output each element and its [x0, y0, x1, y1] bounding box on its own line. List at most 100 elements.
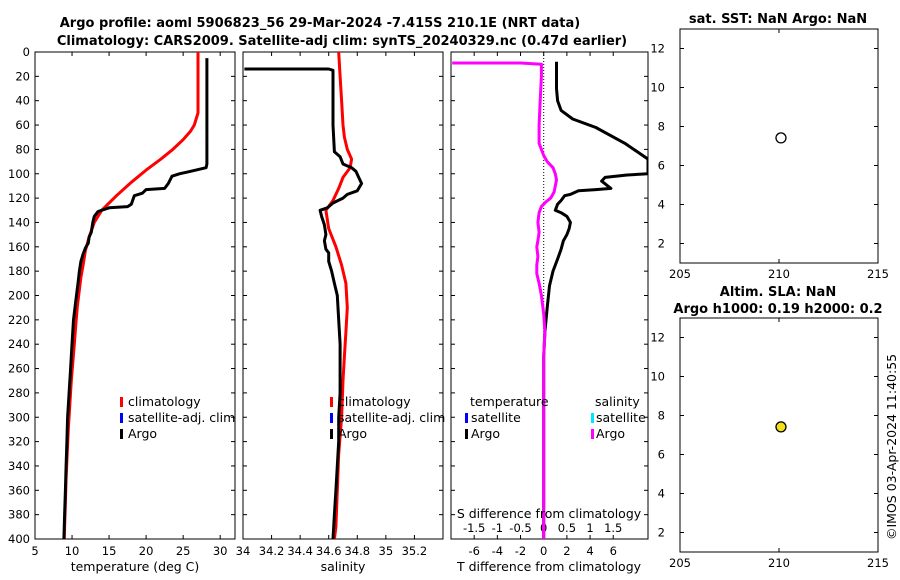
- salinity-legend: climatology satellite-adj. clim Argo: [330, 394, 445, 441]
- s-difference-xlabel: S difference from climatology: [457, 506, 642, 521]
- y-tick-label: 8: [658, 120, 665, 134]
- y-tick-label: 10: [650, 81, 665, 95]
- s-diff-tick-label: -1: [492, 521, 503, 535]
- x-tick-label: 0: [540, 544, 547, 558]
- y-tick-label: 2: [658, 526, 665, 540]
- y-tick-label: 360: [8, 483, 30, 497]
- legend-s-argo-label: Argo: [596, 426, 625, 441]
- x-tick-label: 34.4: [287, 544, 313, 558]
- x-tick-label: 6: [610, 544, 617, 558]
- x-tick-label: 215: [867, 556, 889, 570]
- x-tick-label: 5: [31, 544, 38, 558]
- legend-satellite-swatch: [120, 413, 123, 423]
- temperature-panel: 0 20 40 60 80 100 120 140 160 180 200 220 240 260 280 3…: [8, 45, 236, 574]
- figure-title-line1: Argo profile: aoml 5906823_56 29-Mar-202…: [60, 16, 580, 31]
- x-tick-label: 20: [139, 544, 154, 558]
- y-tick-label: 240: [8, 337, 30, 351]
- temperature-xlabel: temperature (deg C): [71, 559, 200, 574]
- difference-legend: temperature satellite Argo salinity sate…: [465, 394, 646, 441]
- y-tick-label: 280: [8, 386, 30, 400]
- sla-map-panel: Altim. SLA: NaN Argo h1000: 0.19 h2000: …: [650, 285, 889, 570]
- legend-argo-label: Argo: [128, 426, 157, 441]
- series-line-climatology: [62, 52, 200, 539]
- legend-climatology-swatch: [120, 397, 123, 407]
- x-tick-label: 210: [768, 556, 790, 570]
- sla-map-title: Altim. SLA: NaN: [720, 285, 836, 300]
- x-tick-label: 34.2: [259, 544, 285, 558]
- s-diff-tick-label: 1: [586, 521, 593, 535]
- y-tick-label: 60: [15, 118, 30, 132]
- argo-location-marker: [775, 421, 787, 433]
- legend-t-argo-swatch: [465, 429, 468, 439]
- salinity-panel: 34 34.2 34.4 34.6 34.8 35 35.2 salinity climat…: [236, 51, 445, 574]
- series-line-climatology: [324, 52, 354, 539]
- legend-s-argo-swatch: [591, 429, 594, 439]
- y-tick-label: 260: [8, 362, 30, 376]
- legend-temperature-title: temperature: [470, 394, 549, 409]
- y-tick-label: 120: [8, 191, 30, 205]
- y-tick-label: 12: [650, 42, 665, 56]
- y-tick-label: 8: [658, 409, 665, 423]
- x-tick-label: 34: [236, 544, 251, 558]
- figure-title-line2: Climatology: CARS2009. Satellite-adj cli…: [57, 34, 627, 49]
- temperature-legend: climatology satellite-adj. clim Argo: [120, 394, 235, 441]
- x-tick-label: 205: [669, 556, 691, 570]
- legend-t-argo-label: Argo: [471, 426, 500, 441]
- y-tick-label: 220: [8, 313, 30, 327]
- s-diff-tick-label: -0.5: [509, 521, 531, 535]
- y-tick-label: 2: [658, 237, 665, 251]
- y-tick-label: 340: [8, 459, 30, 473]
- y-tick-label: 40: [15, 94, 30, 108]
- salinity-xlabel: salinity: [321, 559, 366, 574]
- y-tick-label: 4: [658, 487, 665, 501]
- x-tick-label: 215: [867, 267, 889, 281]
- x-tick-label: -6: [468, 544, 479, 558]
- series-line-s-diff-argo: [452, 61, 558, 539]
- series-line-t-diff-argo: [542, 61, 648, 539]
- x-tick-label: 34.6: [316, 544, 342, 558]
- legend-argo-swatch: [330, 429, 333, 439]
- y-tick-label: 100: [8, 167, 30, 181]
- x-tick-label: 34.8: [344, 544, 370, 558]
- x-tick-label: 210: [768, 267, 790, 281]
- y-tick-label: 20: [15, 69, 30, 83]
- x-tick-label: 4: [586, 544, 593, 558]
- x-tick-label: 15: [102, 544, 117, 558]
- legend-argo-label: Argo: [338, 426, 367, 441]
- y-tick-label: 0: [23, 45, 30, 59]
- legend-argo-swatch: [120, 429, 123, 439]
- series-line-argo: [244, 67, 364, 539]
- difference-panel: -6 -4 -2 0 2 4 6-1.5 -1 -0.5 0 0.5 1 1.5 S differenc…: [450, 51, 649, 574]
- legend-t-satellite-label: satellite: [471, 410, 521, 425]
- y-tick-label: 160: [8, 240, 30, 254]
- y-tick-label: 380: [8, 508, 30, 522]
- x-tick-label: 205: [669, 267, 691, 281]
- sst-map-panel: sat. SST: NaN Argo: NaN 2 4 6 8 10 12 205 210 21…: [650, 12, 889, 281]
- legend-salinity-title: salinity: [595, 394, 640, 409]
- y-tick-label: 10: [650, 370, 665, 384]
- argo-location-marker: [775, 132, 787, 144]
- sst-map-frame: [679, 28, 879, 264]
- y-tick-label: 4: [658, 198, 665, 212]
- legend-satellite-label: satellite-adj. clim: [338, 410, 445, 425]
- sla-map-frame: [679, 317, 879, 553]
- x-tick-label: 35: [379, 544, 394, 558]
- legend-climatology-swatch: [330, 397, 333, 407]
- x-tick-label: 35.2: [402, 544, 428, 558]
- x-tick-label: 25: [176, 544, 191, 558]
- legend-satellite-label: satellite-adj. clim: [128, 410, 235, 425]
- legend-satellite-swatch: [330, 413, 333, 423]
- legend-s-satellite-label: satellite: [596, 410, 646, 425]
- y-tick-label: 140: [8, 215, 30, 229]
- y-tick-label: 80: [15, 142, 30, 156]
- x-tick-label: 10: [65, 544, 80, 558]
- series-line-argo: [62, 58, 209, 539]
- sla-map-subtitle: Argo h1000: 0.19 h2000: 0.2: [673, 302, 882, 317]
- y-tick-label: 6: [658, 159, 665, 173]
- legend-t-satellite-swatch: [465, 413, 468, 423]
- s-diff-tick-label: -1.5: [463, 521, 485, 535]
- sst-map-title: sat. SST: NaN Argo: NaN: [689, 12, 867, 27]
- y-tick-label: 12: [650, 331, 665, 345]
- s-diff-tick-label: 1.5: [604, 521, 622, 535]
